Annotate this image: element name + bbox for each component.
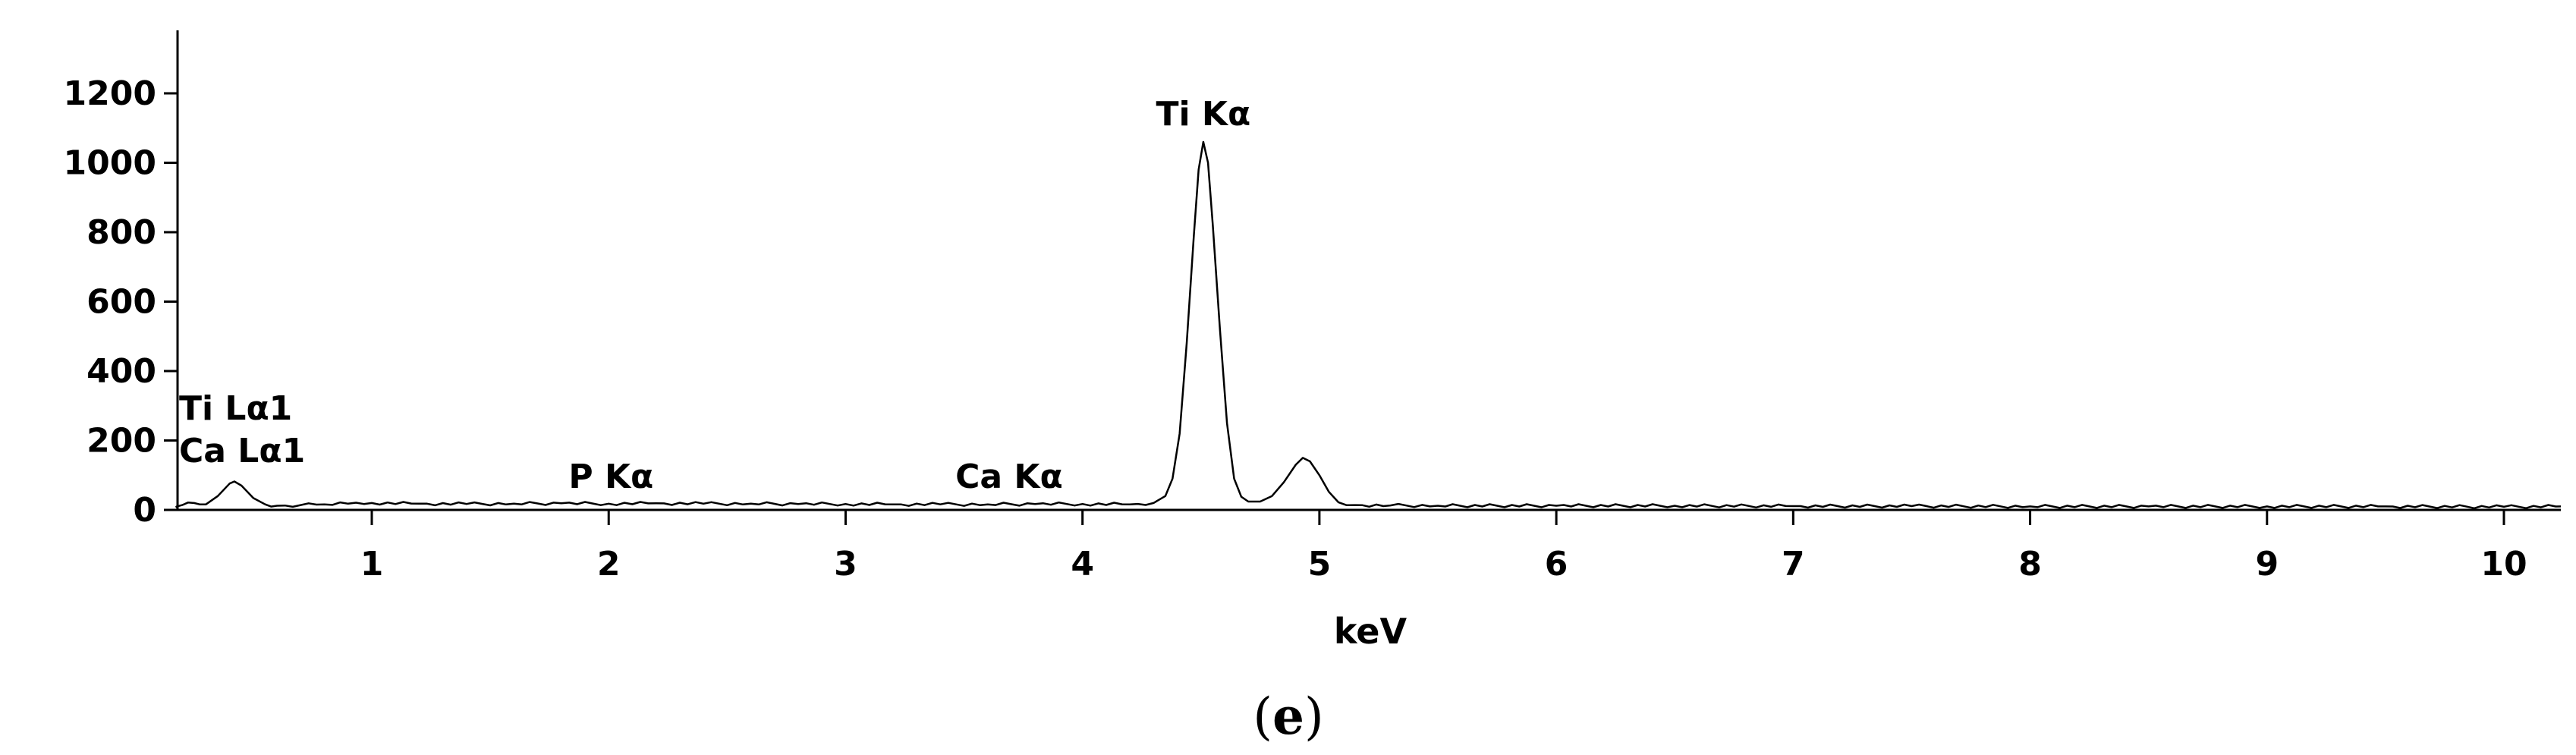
x-tick-label: 6 bbox=[1545, 545, 1568, 584]
panel-label-open: ( bbox=[1253, 687, 1272, 746]
spectrum-line bbox=[175, 140, 2562, 510]
x-tick-label: 2 bbox=[597, 545, 621, 584]
x-tick-label: 7 bbox=[1782, 545, 1805, 584]
x-tick-label: 10 bbox=[2480, 545, 2527, 584]
x-tick-label: 1 bbox=[360, 545, 384, 584]
peak-label: Ca Kα bbox=[955, 458, 1063, 496]
x-tick-label: 3 bbox=[834, 545, 857, 584]
axes bbox=[176, 30, 2561, 511]
x-tick-label: 9 bbox=[2255, 545, 2279, 584]
y-tick-label: 400 bbox=[86, 352, 156, 391]
panel-label: (e) bbox=[1253, 687, 1324, 746]
panel-label-letter: e bbox=[1272, 687, 1304, 746]
x-axis-title: keV bbox=[1334, 611, 1408, 652]
y-tick-label: 1200 bbox=[64, 74, 156, 113]
x-ticks: 1 2 3 4 5 6 7 8 9 10 bbox=[360, 510, 2527, 584]
series-layer bbox=[175, 140, 2562, 510]
x-tick-label: 5 bbox=[1308, 545, 1332, 584]
y-tick-label: 0 bbox=[133, 491, 156, 530]
panel-label-close: ) bbox=[1304, 687, 1324, 746]
annotation-layer: Ti Kα Ti Lα1 Ca Lα1 P Kα Ca Kα bbox=[179, 95, 1250, 496]
peak-label: Ca Lα1 bbox=[179, 432, 305, 470]
y-tick-label: 1000 bbox=[64, 144, 156, 183]
x-tick-label: 4 bbox=[1071, 545, 1094, 584]
peak-label: Ti Lα1 bbox=[179, 389, 292, 428]
peak-label: Ti Kα bbox=[1156, 95, 1251, 134]
y-ticks: 0 200 400 600 800 1000 1200 bbox=[64, 74, 178, 530]
y-tick-label: 600 bbox=[86, 283, 156, 322]
x-tick-label: 8 bbox=[2018, 545, 2042, 584]
y-tick-label: 800 bbox=[86, 213, 156, 252]
peak-label: P Kα bbox=[568, 458, 653, 496]
y-tick-label: 200 bbox=[86, 422, 156, 461]
